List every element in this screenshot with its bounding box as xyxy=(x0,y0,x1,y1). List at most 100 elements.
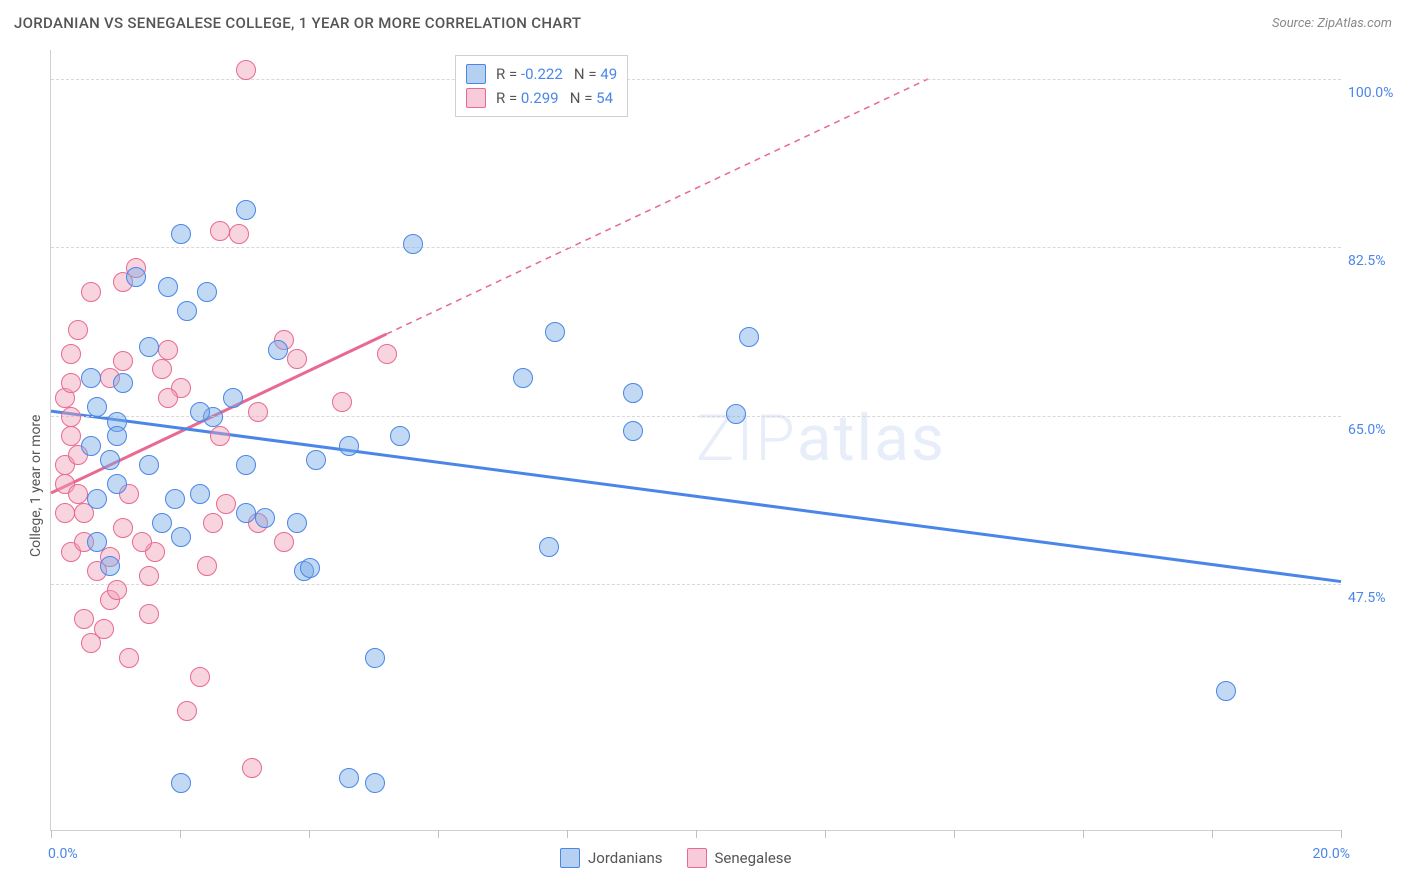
blue-point xyxy=(545,322,565,342)
blue-point xyxy=(236,200,256,220)
x-tick-label: 20.0% xyxy=(1300,846,1350,862)
y-tick-label: 100.0% xyxy=(1348,85,1393,101)
blue-point xyxy=(107,426,127,446)
blue-point xyxy=(739,327,759,347)
y-axis-label: College, 1 year or more xyxy=(28,415,44,557)
blue-point xyxy=(390,426,410,446)
blue-swatch-icon xyxy=(560,848,580,868)
blue-point xyxy=(365,648,385,668)
x-tick-label: 0.0% xyxy=(48,846,78,862)
trend-line xyxy=(51,411,1341,581)
blue-point xyxy=(126,267,146,287)
pink-point xyxy=(61,344,81,364)
blue-point xyxy=(139,337,159,357)
pink-point xyxy=(113,351,133,371)
pink-point xyxy=(68,484,88,504)
trend-lines xyxy=(51,50,1341,830)
pink-point xyxy=(81,282,101,302)
pink-point xyxy=(113,518,133,538)
pink-point xyxy=(119,648,139,668)
blue-point xyxy=(171,527,191,547)
pink-point xyxy=(94,619,114,639)
pink-point xyxy=(61,407,81,427)
legend-label: Senegalese xyxy=(715,849,792,867)
pink-swatch-icon xyxy=(687,848,707,868)
blue-point xyxy=(152,513,172,533)
blue-point xyxy=(87,397,107,417)
pink-point xyxy=(332,392,352,412)
blue-point xyxy=(726,404,746,424)
blue-point xyxy=(623,383,643,403)
blue-point xyxy=(255,508,275,528)
pink-point xyxy=(152,359,172,379)
gridline xyxy=(51,416,1341,417)
blue-point xyxy=(403,234,423,254)
pink-swatch-icon xyxy=(466,88,486,108)
pink-point xyxy=(139,566,159,586)
blue-point xyxy=(268,340,288,360)
series-legend: Jordanians Senegalese xyxy=(560,848,792,868)
blue-point xyxy=(107,474,127,494)
stats-row: R = -0.222 N = 49 xyxy=(466,62,617,86)
pink-point xyxy=(236,60,256,80)
pink-point xyxy=(242,758,262,778)
blue-point xyxy=(197,282,217,302)
stats-legend-box: R = -0.222 N = 49R = 0.299 N = 54 xyxy=(455,55,628,117)
plot-area: ZIPatlas xyxy=(50,50,1341,831)
blue-point xyxy=(190,402,210,422)
legend-item: Jordanians xyxy=(560,848,663,868)
y-tick-label: 47.5% xyxy=(1348,590,1386,606)
legend-item: Senegalese xyxy=(687,848,792,868)
blue-point xyxy=(365,773,385,793)
blue-point xyxy=(339,768,359,788)
blue-point xyxy=(236,503,256,523)
x-tick xyxy=(438,830,439,838)
pink-point xyxy=(229,224,249,244)
pink-point xyxy=(216,494,236,514)
trend-line xyxy=(386,79,928,334)
x-tick xyxy=(51,830,52,838)
blue-point xyxy=(81,368,101,388)
x-tick xyxy=(1341,830,1342,838)
blue-point xyxy=(287,513,307,533)
gridline xyxy=(51,247,1341,248)
x-tick xyxy=(696,830,697,838)
blue-point xyxy=(513,368,533,388)
pink-point xyxy=(74,609,94,629)
legend-label: Jordanians xyxy=(588,849,663,867)
blue-point xyxy=(158,277,178,297)
pink-point xyxy=(203,513,223,533)
blue-point xyxy=(306,450,326,470)
pink-point xyxy=(55,503,75,523)
blue-point xyxy=(223,388,243,408)
pink-point xyxy=(158,340,178,360)
stats-row: R = 0.299 N = 54 xyxy=(466,86,617,110)
source-label: Source: ZipAtlas.com xyxy=(1272,16,1392,31)
blue-point xyxy=(81,436,101,456)
blue-point xyxy=(100,556,120,576)
pink-point xyxy=(287,349,307,369)
pink-point xyxy=(132,532,152,552)
x-tick xyxy=(567,830,568,838)
pink-point xyxy=(61,426,81,446)
x-tick xyxy=(954,830,955,838)
pink-point xyxy=(274,532,294,552)
pink-point xyxy=(210,221,230,241)
pink-point xyxy=(68,320,88,340)
blue-point xyxy=(1216,681,1236,701)
gridline xyxy=(51,584,1341,585)
blue-point xyxy=(190,484,210,504)
blue-point xyxy=(300,558,320,578)
pink-point xyxy=(139,604,159,624)
blue-point xyxy=(165,489,185,509)
pink-point xyxy=(210,426,230,446)
blue-swatch-icon xyxy=(466,64,486,84)
x-tick xyxy=(180,830,181,838)
blue-point xyxy=(87,489,107,509)
pink-point xyxy=(248,402,268,422)
blue-point xyxy=(139,455,159,475)
blue-point xyxy=(87,532,107,552)
blue-point xyxy=(236,455,256,475)
blue-point xyxy=(339,436,359,456)
chart-title: JORDANIAN VS SENEGALESE COLLEGE, 1 YEAR … xyxy=(14,14,581,32)
